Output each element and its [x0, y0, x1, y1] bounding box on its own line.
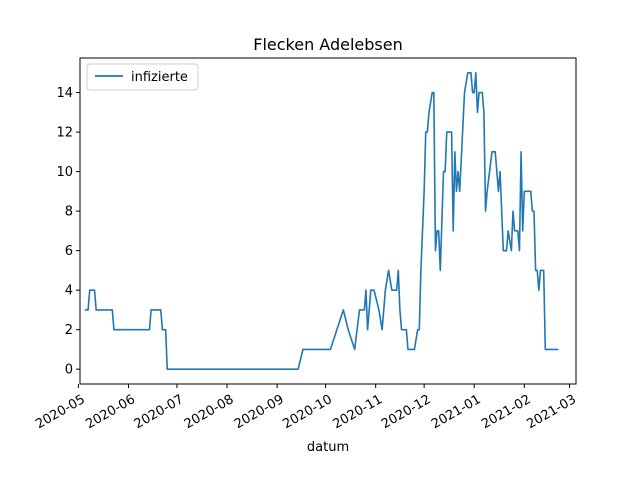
legend-label: infizierte — [131, 70, 188, 85]
y-tick-label: 12 — [56, 126, 73, 141]
y-tick-label: 2 — [65, 323, 73, 338]
chart-title: Flecken Adelebsen — [253, 35, 402, 54]
y-tick-label: 14 — [56, 86, 73, 101]
legend: infizierte — [86, 63, 199, 91]
axes-frame — [79, 57, 577, 385]
y-tick-label: 0 — [65, 363, 73, 378]
x-axis-label: datum — [307, 440, 349, 455]
y-tick-label: 8 — [65, 205, 73, 220]
series-line-infizierte — [84, 72, 559, 370]
legend-box — [86, 63, 199, 91]
y-tick-label: 10 — [56, 165, 73, 180]
y-tick-label: 6 — [65, 244, 73, 259]
y-tick-label: 4 — [65, 284, 73, 299]
series-layer — [84, 72, 559, 370]
y-axis-ticks: 0 2 4 6 8 10 12 14 — [56, 86, 80, 378]
